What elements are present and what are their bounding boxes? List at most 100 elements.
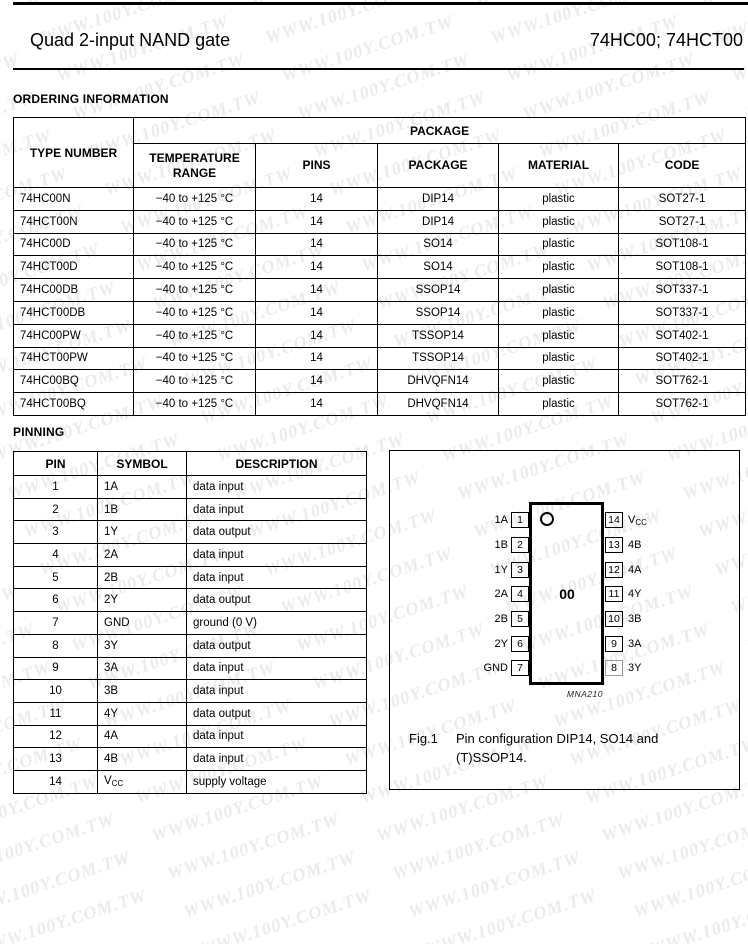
pin-number-cell: 9	[13, 656, 98, 681]
subscript-text: CC	[111, 779, 124, 789]
pinning-table-row: 5 2B data input	[13, 565, 367, 590]
pin-header: PIN	[13, 451, 98, 476]
ordering-table-row: 74HC00BQ −40 to +125 °C 14 DHVQFN14 plastic S…	[13, 369, 747, 394]
ordering-table-row: 74HC00DB −40 to +125 °C 14 SSOP14 plastic SOT…	[13, 278, 747, 302]
material-cell: plastic	[498, 323, 619, 348]
description-cell: data input	[186, 679, 367, 703]
code-cell: SOT402-1	[617, 346, 747, 371]
temperature-range-cell: −40 to +125 °C	[133, 369, 256, 394]
pins-cell: 14	[255, 369, 378, 394]
ic-pin-number-box: 7	[511, 660, 529, 677]
ic-pin-number-box: 14	[605, 512, 623, 529]
ic-pin-name-label: 4A	[628, 563, 642, 576]
symbol-cell: 2Y	[97, 588, 187, 613]
type-number-cell: 74HCT00PW	[13, 346, 134, 371]
watermark-text: WWW.100Y.COM.TW	[0, 884, 149, 944]
watermark-text: WWW.100Y.COM.TW	[389, 808, 567, 884]
pinning-table: PIN SYMBOL DESCRIPTION 1 1A data input 2 1B d…	[13, 451, 367, 794]
pinning-table-row: 11 4Y data output	[13, 701, 367, 726]
watermark-text: WWW.100Y.COM.TW	[405, 846, 583, 922]
code-cell: SOT337-1	[617, 300, 747, 325]
pinning-table-row: 12 4A data input	[13, 724, 367, 749]
symbol-cell: 3Y	[97, 633, 187, 658]
pins-cell: 14	[255, 232, 378, 257]
pin-number-cell: 13	[13, 747, 98, 771]
watermark-text: WWW.100Y.COM.TW	[614, 808, 748, 884]
ic-pin-name-label: 4B	[628, 538, 642, 551]
ic-pin-name-label: 3A	[628, 637, 642, 650]
ic-pin-name-label: 1A	[494, 514, 508, 527]
code-cell: SOT27-1	[617, 209, 747, 234]
ic-pin-name-label: 2Y	[494, 637, 508, 650]
pin-number-cell: 1	[13, 475, 98, 499]
watermark-text: WWW.100Y.COM.TW	[519, 48, 697, 124]
ordering-table-row: 74HC00N −40 to +125 °C 14 DIP14 plastic SOT27…	[13, 187, 747, 211]
pins-cell: 14	[255, 278, 378, 302]
ic-pin-name-label: GND	[483, 662, 508, 675]
watermark-text: WWW.100Y.COM.TW	[630, 846, 748, 922]
ordering-header-row-1: TYPE NUMBER PACKAGE	[13, 117, 747, 188]
ic-pin-number-box: 3	[511, 561, 529, 578]
symbol-cell: 3A	[97, 656, 187, 681]
ic-pin-name-label: 1Y	[494, 563, 508, 576]
symbol-cell: 1B	[97, 497, 187, 522]
pinning-table-row: 13 4B data input	[13, 747, 367, 771]
ic-pin-number-box: 11	[605, 586, 623, 603]
ic-pin-number-box: 12	[605, 561, 623, 578]
ic-pin-name-label: 1B	[494, 538, 508, 551]
temperature-range-cell: −40 to +125 °C	[133, 278, 256, 302]
ic-device-label: 00	[559, 586, 575, 602]
type-number-cell: 74HCT00N	[13, 209, 134, 234]
code-cell: SOT402-1	[617, 323, 747, 348]
material-cell: plastic	[498, 369, 619, 394]
temperature-range-cell: −40 to +125 °C	[133, 187, 256, 211]
pins-cell: 14	[255, 300, 378, 325]
pin-number-cell: 5	[13, 565, 98, 590]
material-header: MATERIAL	[498, 143, 619, 188]
ic-pin-number-box: 1	[511, 512, 529, 529]
figure-drawing-code: MNA210	[566, 689, 603, 699]
code-cell: SOT337-1	[617, 278, 747, 302]
ic-pin-name-label: 3B	[628, 612, 642, 625]
package-cell: DIP14	[377, 187, 499, 211]
code-cell: SOT762-1	[617, 369, 747, 394]
pin-number-cell: 8	[13, 633, 98, 658]
watermark-text: WWW.100Y.COM.TW	[262, 0, 440, 48]
watermark-text: WWW.100Y.COM.TW	[646, 884, 748, 944]
pinning-table-body: 1 1A data input 2 1B data input 3 1Y data output…	[13, 475, 367, 794]
pinning-table-row: 1 1A data input	[13, 475, 367, 499]
watermark-text: WWW.100Y.COM.TW	[164, 808, 342, 884]
package-cell: SSOP14	[377, 278, 499, 302]
symbol-header: SYMBOL	[97, 451, 187, 476]
watermark-text: WWW.100Y.COM.TW	[180, 846, 358, 922]
ic-pin-number-box: 9	[605, 635, 623, 652]
temperature-range-cell: −40 to +125 °C	[133, 232, 256, 257]
figure-caption-text: Pin configuration DIP14, SO14 and	[456, 731, 659, 746]
ordering-table-row: 74HCT00DB −40 to +125 °C 14 SSOP14 plastic SO…	[13, 300, 747, 325]
page-title: Quad 2-input NAND gate	[30, 30, 231, 50]
pins-cell: 14	[255, 323, 378, 348]
symbol-cell: GND	[97, 611, 187, 635]
temperature-range-cell: −40 to +125 °C	[133, 346, 256, 371]
description-cell: data output	[186, 588, 367, 613]
description-cell: data input	[186, 497, 367, 522]
top-rule	[13, 2, 748, 5]
type-number-cell: 74HC00PW	[13, 323, 134, 348]
material-cell: plastic	[498, 255, 619, 280]
watermark-text: WWW.100Y.COM.TW	[0, 846, 133, 922]
material-cell: plastic	[498, 346, 619, 371]
package-cell: DHVQFN14	[377, 369, 499, 394]
type-number-header: TYPE NUMBER	[13, 117, 134, 188]
description-cell: supply voltage	[186, 769, 367, 794]
watermark-text: WWW.100Y.COM.TW	[196, 884, 374, 944]
symbol-cell: 4Y	[97, 701, 187, 726]
figure-1-box: 00 1A 1 1B 2 1Y 3 2A 4 2B 5 2Y 6 GND 7 14 VCC 13 4B 12 4A 11…	[389, 450, 740, 790]
package-header: PACKAGE	[377, 143, 499, 188]
material-cell: plastic	[498, 392, 619, 416]
ordering-table-body: 74HC00N −40 to +125 °C 14 DIP14 plastic SOT27…	[13, 187, 747, 416]
symbol-cell: 4A	[97, 724, 187, 749]
type-number-cell: 74HC00DB	[13, 278, 134, 302]
material-cell: plastic	[498, 300, 619, 325]
pinning-heading: PINNING	[13, 425, 65, 439]
